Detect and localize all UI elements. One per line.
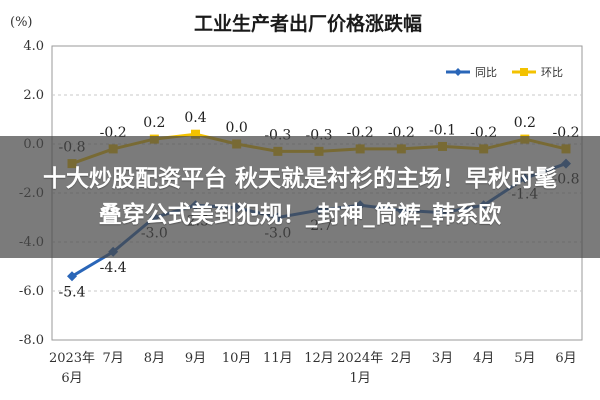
x-tick-label: 12月 [304, 351, 334, 366]
x-tick-label: 2023年 [49, 351, 95, 366]
y-tick-label: 2.0 [23, 88, 44, 103]
y-axis-unit-label: (%) [10, 15, 33, 30]
ad-overlay-banner[interactable]: 十大炒股配资平台 秋天就是衬衫的主场！早秋时髦 叠穿公式美到犯规！_封神_筒裤_… [0, 136, 600, 258]
data-label: 0.4 [184, 110, 206, 126]
legend-label: 环比 [541, 66, 563, 79]
data-label: -5.4 [59, 284, 86, 300]
legend-marker [454, 68, 462, 76]
legend: 同比 环比 [446, 66, 563, 79]
legend-item: 同比 [446, 66, 497, 79]
data-point [67, 271, 77, 282]
x-tick-label: 6月 [61, 371, 82, 386]
legend-item: 环比 [512, 66, 563, 79]
y-tick-label: 4.0 [23, 39, 44, 54]
x-tick-label: 2024年 [337, 351, 383, 366]
data-label: -0.1 [429, 122, 456, 138]
data-label: -4.4 [100, 260, 127, 276]
data-point [191, 129, 200, 139]
x-tick-label: 6月 [555, 351, 576, 366]
chart-title: 工业生产者出厂价格涨跌幅 [194, 12, 422, 35]
x-tick-label: 7月 [103, 351, 124, 366]
y-tick-label: -8.0 [19, 333, 44, 348]
x-tick-label: 11月 [263, 351, 293, 366]
y-tick-label: -6.0 [19, 284, 44, 299]
legend-label: 同比 [475, 66, 497, 79]
ad-banner-line-1: 十大炒股配资平台 秋天就是衬衫的主场！早秋时髦 [42, 166, 557, 192]
x-tick-label: 3月 [432, 351, 453, 366]
x-tick-label: 1月 [350, 371, 371, 386]
data-label: 0.2 [143, 115, 165, 131]
data-label: 0.2 [514, 115, 536, 131]
legend-marker [520, 68, 528, 76]
ad-banner-line-2: 叠穿公式美到犯规！_封神_筒裤_韩系欧 [98, 202, 502, 228]
x-tick-label: 10月 [222, 351, 252, 366]
x-tick-label: 5月 [514, 351, 535, 366]
x-tick-label: 4月 [473, 351, 494, 366]
x-tick-label: 9月 [185, 351, 206, 366]
x-tick-label: 2月 [391, 351, 412, 366]
x-tick-label: 8月 [144, 351, 165, 366]
data-label: 0.0 [226, 120, 248, 136]
